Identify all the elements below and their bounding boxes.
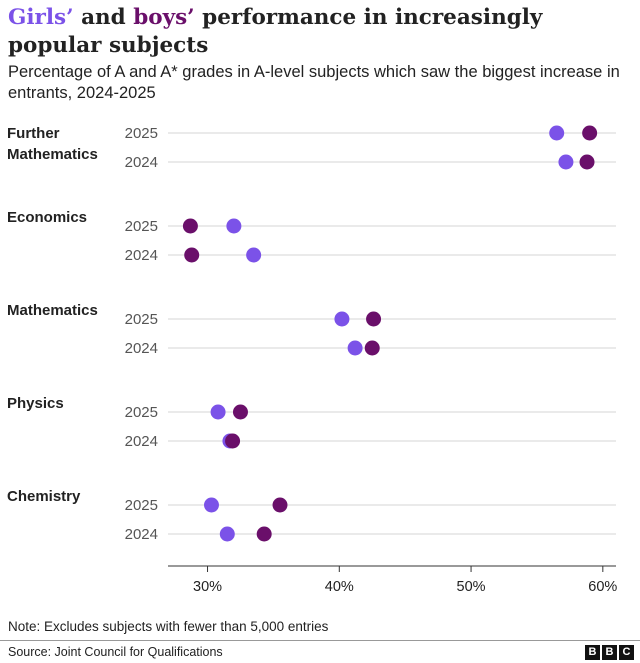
year-label: 2025 [125,125,158,142]
girls-dot [549,125,565,141]
year-label: 2025 [125,497,158,514]
girls-dot [203,497,219,513]
year-label: 2024 [125,154,158,171]
category-label: Further [7,125,60,142]
year-label: 2025 [125,404,158,421]
boys-dot [184,247,200,263]
boys-dot [182,218,198,234]
girls-dot [558,154,574,170]
year-label: 2025 [125,218,158,235]
bbc-logo-letter: B [602,645,617,660]
title-boys: boys’ [133,5,195,30]
girls-dot [226,218,242,234]
boys-dot [272,497,288,513]
bbc-logo: B B C [585,645,634,660]
girls-dot [334,311,350,327]
bbc-logo-letter: C [619,645,634,660]
x-tick-label: 50% [457,579,486,595]
year-label: 2024 [125,247,158,264]
boys-dot [582,125,598,141]
girls-dot [210,404,226,420]
boys-dot [579,154,595,170]
girls-dot [246,247,262,263]
x-tick-label: 40% [325,579,354,595]
category-label: Chemistry [7,488,81,505]
girls-dot [347,340,363,356]
footer-divider [0,640,640,641]
year-label: 2024 [125,433,158,450]
boys-dot [225,433,241,449]
year-label: 2024 [125,340,158,357]
chart-source: Source: Joint Council for Qualifications [8,645,223,659]
girls-dot [219,526,235,542]
category-label: Mathematics [7,302,98,319]
boys-dot [366,311,382,327]
chart-title: Girls’ and boys’ performance in increasi… [8,4,632,60]
year-label: 2025 [125,311,158,328]
bbc-logo-letter: B [585,645,600,660]
boys-dot [256,526,272,542]
title-girls: Girls’ [8,5,74,30]
boys-dot [232,404,248,420]
category-label: Physics [7,395,64,412]
category-label: Economics [7,209,87,226]
title-and: and [73,5,134,30]
x-tick-label: 30% [193,579,222,595]
dot-plot-chart: Further Mathematics 2025 2024 Economics 2025 2… [7,125,617,595]
chart-note: Note: Excludes subjects with fewer than … [8,619,329,634]
boys-dot [364,340,380,356]
category-label: Mathematics [7,146,98,163]
year-label: 2024 [125,526,158,543]
chart-subtitle: Percentage of A and A* grades in A-level… [8,63,620,102]
x-tick-label: 60% [588,579,617,595]
title-rest: performance in increasingly popular subj… [8,5,543,58]
